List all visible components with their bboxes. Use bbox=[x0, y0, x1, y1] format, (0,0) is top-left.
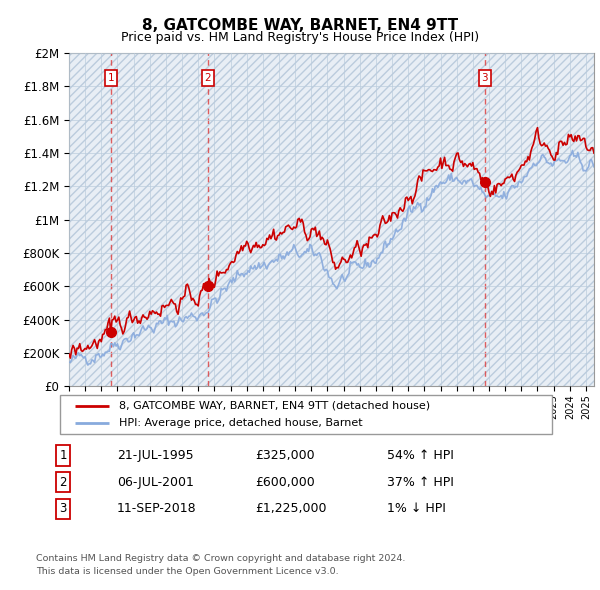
Text: Price paid vs. HM Land Registry's House Price Index (HPI): Price paid vs. HM Land Registry's House … bbox=[121, 31, 479, 44]
Text: 06-JUL-2001: 06-JUL-2001 bbox=[117, 476, 194, 489]
Text: 3: 3 bbox=[59, 502, 67, 515]
Text: 3: 3 bbox=[482, 73, 488, 83]
Text: £1,225,000: £1,225,000 bbox=[255, 502, 326, 515]
Text: 2: 2 bbox=[205, 73, 211, 83]
Text: 1: 1 bbox=[107, 73, 114, 83]
Text: Contains HM Land Registry data © Crown copyright and database right 2024.
This d: Contains HM Land Registry data © Crown c… bbox=[36, 555, 406, 576]
Text: 21-JUL-1995: 21-JUL-1995 bbox=[117, 449, 194, 462]
Text: 8, GATCOMBE WAY, BARNET, EN4 9TT: 8, GATCOMBE WAY, BARNET, EN4 9TT bbox=[142, 18, 458, 33]
FancyBboxPatch shape bbox=[60, 395, 552, 434]
Text: 8, GATCOMBE WAY, BARNET, EN4 9TT (detached house): 8, GATCOMBE WAY, BARNET, EN4 9TT (detach… bbox=[119, 401, 430, 411]
Text: £325,000: £325,000 bbox=[255, 449, 314, 462]
Text: £600,000: £600,000 bbox=[255, 476, 315, 489]
Text: HPI: Average price, detached house, Barnet: HPI: Average price, detached house, Barn… bbox=[119, 418, 362, 428]
Text: 2: 2 bbox=[59, 476, 67, 489]
Text: 37% ↑ HPI: 37% ↑ HPI bbox=[387, 476, 454, 489]
Text: 1: 1 bbox=[59, 449, 67, 462]
Text: 11-SEP-2018: 11-SEP-2018 bbox=[117, 502, 197, 515]
Text: 1% ↓ HPI: 1% ↓ HPI bbox=[387, 502, 446, 515]
Text: 54% ↑ HPI: 54% ↑ HPI bbox=[387, 449, 454, 462]
